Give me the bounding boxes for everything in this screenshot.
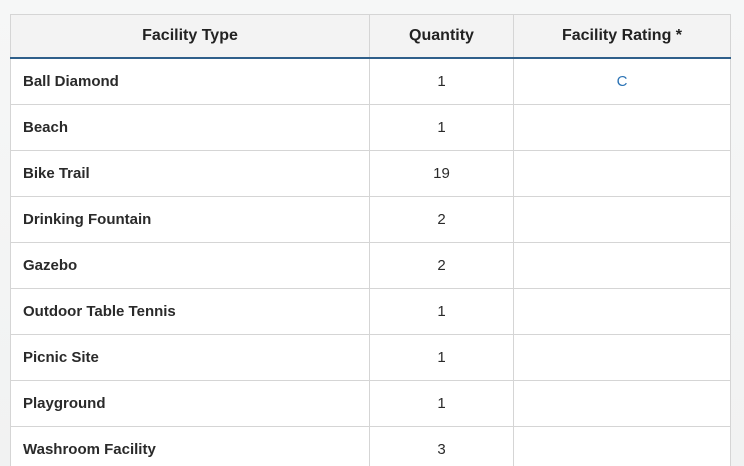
rating-cell: C (513, 57, 731, 105)
table-row: Beach 1 (10, 104, 731, 151)
table-header: Facility Type Quantity Facility Rating * (10, 14, 731, 59)
rating-link[interactable]: C (616, 73, 628, 90)
table-row: Drinking Fountain 2 (10, 196, 731, 243)
table-row: Washroom Facility 3 (10, 426, 731, 466)
quantity-cell: 2 (369, 196, 514, 243)
facility-type-cell: Beach (10, 104, 370, 151)
table-row: Playground 1 (10, 380, 731, 427)
table-row: Bike Trail 19 (10, 150, 731, 197)
table-row: Outdoor Table Tennis 1 (10, 288, 731, 335)
quantity-cell: 1 (369, 288, 514, 335)
facility-type-cell: Gazebo (10, 242, 370, 289)
quantity-cell: 1 (369, 57, 514, 105)
facility-type-cell: Bike Trail (10, 150, 370, 197)
quantity-cell: 1 (369, 380, 514, 427)
header-row: Facility Type Quantity Facility Rating * (10, 14, 731, 59)
rating-cell (513, 426, 731, 466)
header-quantity: Quantity (369, 14, 514, 59)
facility-type-cell: Playground (10, 380, 370, 427)
facility-type-cell: Outdoor Table Tennis (10, 288, 370, 335)
facility-type-cell: Drinking Fountain (10, 196, 370, 243)
header-facility-type: Facility Type (10, 14, 370, 59)
rating-cell (513, 242, 731, 289)
rating-cell (513, 288, 731, 335)
table-body: Ball Diamond 1 C Beach 1 Bike Trail 19 D… (10, 57, 731, 466)
rating-cell (513, 380, 731, 427)
facility-type-cell: Washroom Facility (10, 426, 370, 466)
table-row: Gazebo 2 (10, 242, 731, 289)
rating-cell (513, 196, 731, 243)
facility-table: Facility Type Quantity Facility Rating *… (10, 14, 731, 466)
quantity-cell: 2 (369, 242, 514, 289)
header-facility-rating: Facility Rating * (513, 14, 731, 59)
rating-cell (513, 150, 731, 197)
table-row: Ball Diamond 1 C (10, 57, 731, 105)
quantity-cell: 1 (369, 104, 514, 151)
table-row: Picnic Site 1 (10, 334, 731, 381)
rating-cell (513, 334, 731, 381)
rating-cell (513, 104, 731, 151)
quantity-cell: 1 (369, 334, 514, 381)
facility-type-cell: Ball Diamond (10, 57, 370, 105)
quantity-cell: 3 (369, 426, 514, 466)
quantity-cell: 19 (369, 150, 514, 197)
facility-type-cell: Picnic Site (10, 334, 370, 381)
